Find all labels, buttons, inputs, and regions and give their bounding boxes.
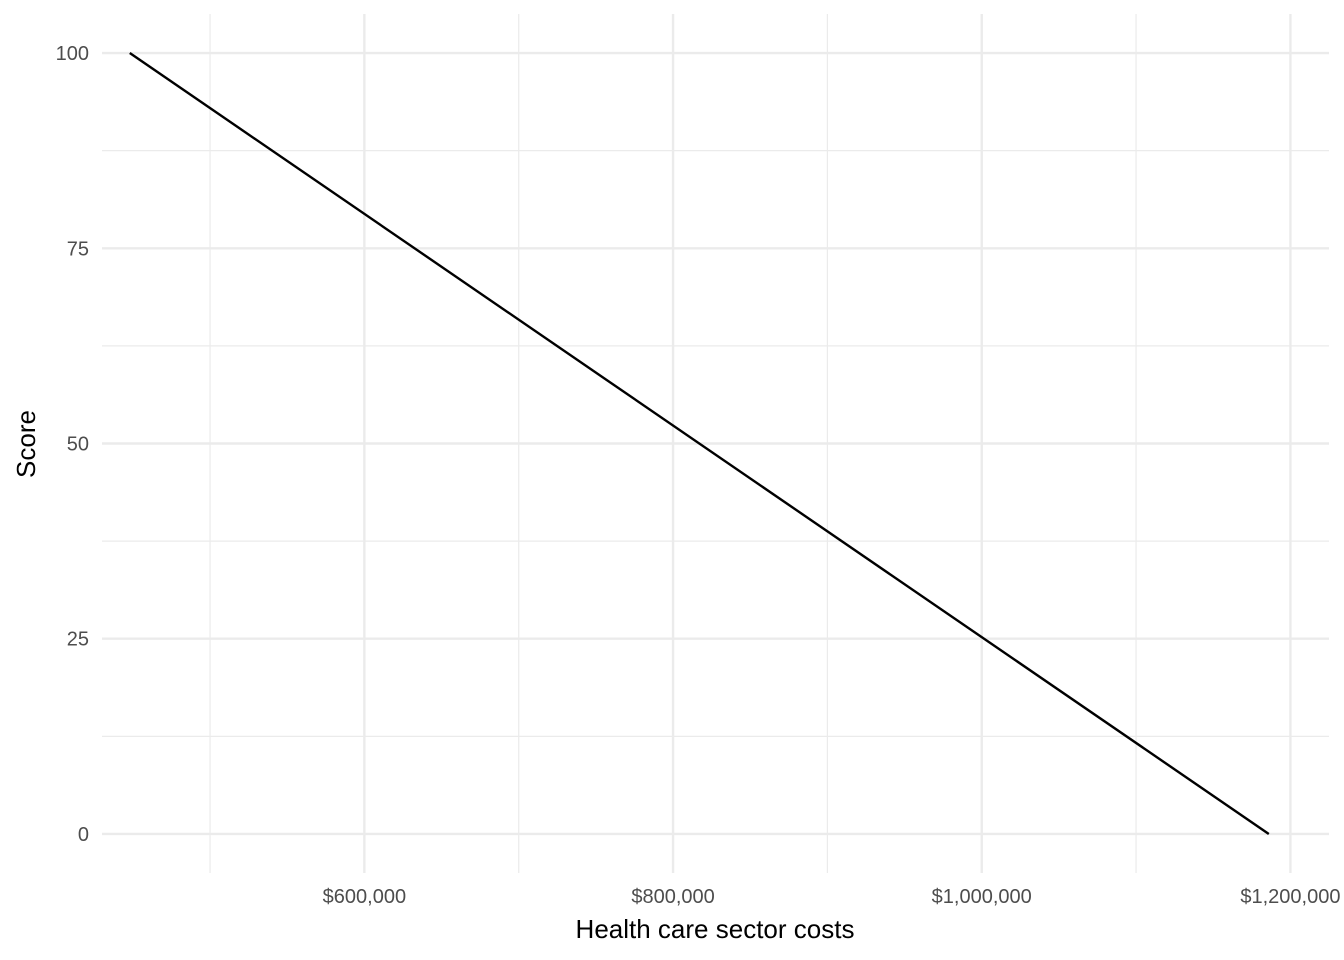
x-tick-label: $1,000,000 [932, 886, 1032, 908]
y-tick-label: 0 [78, 824, 89, 846]
x-axis-ticks: $600,000 $800,000 $1,000,000 $1,200,000 [323, 886, 1341, 908]
y-tick-label: 25 [67, 629, 89, 651]
series-line [129, 52, 1270, 835]
y-axis-title: Score [11, 410, 41, 478]
y-tick-label: 100 [56, 43, 89, 65]
x-tick-label: $800,000 [631, 886, 714, 908]
series-layer [129, 52, 1270, 835]
x-tick-label: $600,000 [323, 886, 406, 908]
y-tick-label: 50 [67, 434, 89, 456]
x-tick-label: $1,200,000 [1240, 886, 1340, 908]
y-axis-ticks: 0 25 50 75 100 [56, 43, 89, 846]
y-tick-label: 75 [67, 238, 89, 260]
x-axis-title: Health care sector costs [576, 914, 855, 944]
grid-lines [102, 14, 1329, 873]
